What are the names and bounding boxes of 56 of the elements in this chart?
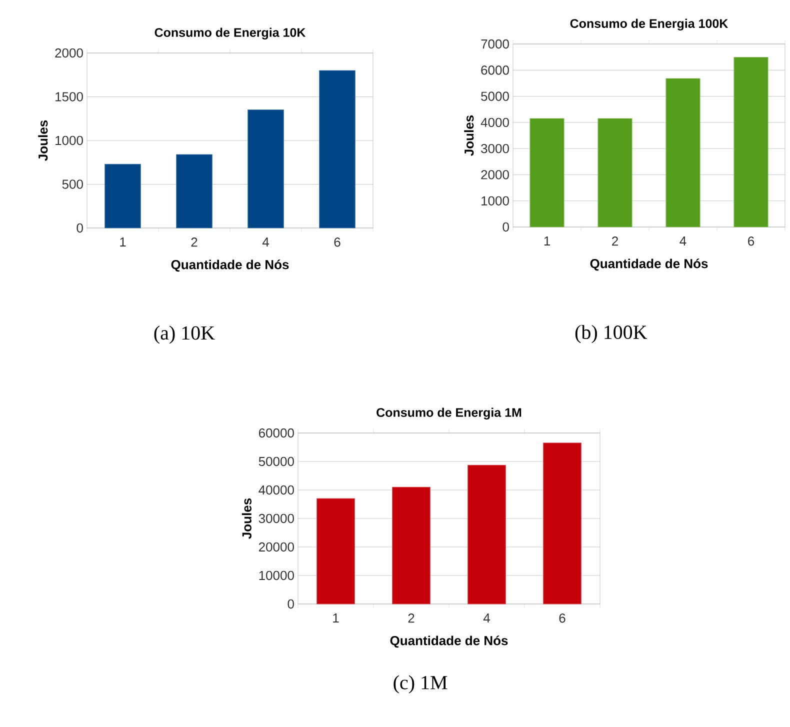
y-tick-label: 0 [502, 222, 509, 232]
y-tick-label: 7000 [481, 39, 509, 49]
chart-title: Consumo de Energia 10K [154, 28, 306, 40]
x-tick-label: 4 [680, 236, 686, 246]
y-tick-label: 0 [288, 599, 294, 609]
y-tick-label: 40000 [258, 485, 294, 495]
bar [104, 164, 141, 228]
bar [392, 486, 430, 604]
y-tick-label: 2000 [55, 48, 83, 58]
y-tick-label: 1000 [56, 136, 83, 146]
y-tick-label: 1500 [56, 92, 83, 102]
x-tick-label: 1 [544, 236, 550, 246]
bar [248, 110, 284, 228]
y-tick-label: 5000 [481, 92, 509, 101]
y-tick-label: 20000 [258, 542, 294, 552]
y-tick-label: 30000 [258, 514, 294, 524]
text: (c) 1M [394, 675, 448, 694]
x-axis-title: Quantidade de Nós [390, 636, 508, 648]
x-tick-label: 2 [612, 236, 618, 246]
bar [530, 118, 564, 228]
x-tick-label: 6 [559, 614, 566, 623]
bar [176, 154, 212, 228]
y-tick-label: 2000 [481, 170, 509, 180]
bar [468, 464, 506, 604]
chart-title: Consumo de Energia 100K [570, 18, 728, 30]
bar [734, 57, 768, 228]
y-tick-label: 1000 [482, 196, 509, 206]
y-tick-label: 60000 [258, 428, 294, 438]
y-tick-label: 0 [76, 223, 83, 233]
bar [598, 118, 632, 228]
y-tick-label: 10000 [259, 570, 294, 580]
y-axis-title: Joules [464, 115, 474, 156]
y-tick-label: 4000 [480, 118, 509, 128]
x-tick-label: 1 [120, 238, 126, 246]
bar [316, 498, 355, 604]
y-tick-label: 500 [62, 180, 83, 189]
y-tick-label: 6000 [481, 66, 509, 75]
x-tick-label: 4 [483, 614, 490, 622]
bar [543, 442, 582, 604]
bar [666, 78, 700, 228]
x-tick-label: 2 [191, 238, 198, 247]
x-tick-label: 6 [334, 238, 340, 247]
x-tick-label: 4 [262, 238, 269, 246]
x-tick-label: 2 [408, 614, 414, 623]
y-tick-label: 3000 [481, 144, 509, 154]
x-tick-label: 1 [333, 614, 339, 622]
bar [319, 70, 356, 228]
x-axis-title: Quantidade de Nós [590, 258, 708, 271]
y-tick-label: 50000 [258, 456, 294, 466]
y-axis-title: Joules [242, 498, 252, 539]
x-tick-label: 6 [748, 236, 754, 246]
x-axis-title: Quantidade de Nós [171, 260, 289, 272]
text: (a) 10K [154, 326, 215, 344]
y-axis-title: Joules [38, 120, 48, 161]
chart-title: Consumo de Energia 1M [376, 408, 522, 420]
text: (b) 100K [575, 324, 648, 344]
